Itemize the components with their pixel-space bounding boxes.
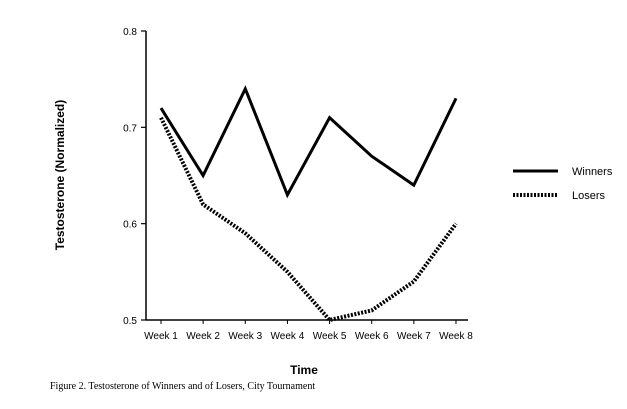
y-axis-title: Testosterone (Normalized) [53, 100, 67, 250]
y-tick-label: 0.5 [123, 316, 137, 327]
x-axis-title: Time [290, 363, 318, 377]
x-tick-label: Week 3 [228, 331, 262, 342]
y-tick-label: 0.7 [123, 123, 137, 134]
x-tick-label: Week 1 [144, 331, 178, 342]
x-tick-label: Week 5 [313, 331, 347, 342]
series-line-winners [159, 85, 458, 199]
legend-label-losers: Losers [572, 190, 606, 202]
series-line-losers [159, 116, 458, 323]
legend-label-winners: Winners [572, 166, 613, 178]
x-tick-label: Week 4 [271, 331, 305, 342]
y-tick-label: 0.6 [123, 220, 137, 231]
x-tick-label: Week 7 [397, 331, 431, 342]
x-tick-label: Week 2 [186, 331, 220, 342]
x-tick-label: Week 6 [355, 331, 389, 342]
figure-caption: Figure 2. Testosterone of Winners and of… [50, 381, 316, 392]
y-tick-label: 0.8 [123, 27, 137, 38]
x-tick-label: Week 8 [439, 331, 473, 342]
